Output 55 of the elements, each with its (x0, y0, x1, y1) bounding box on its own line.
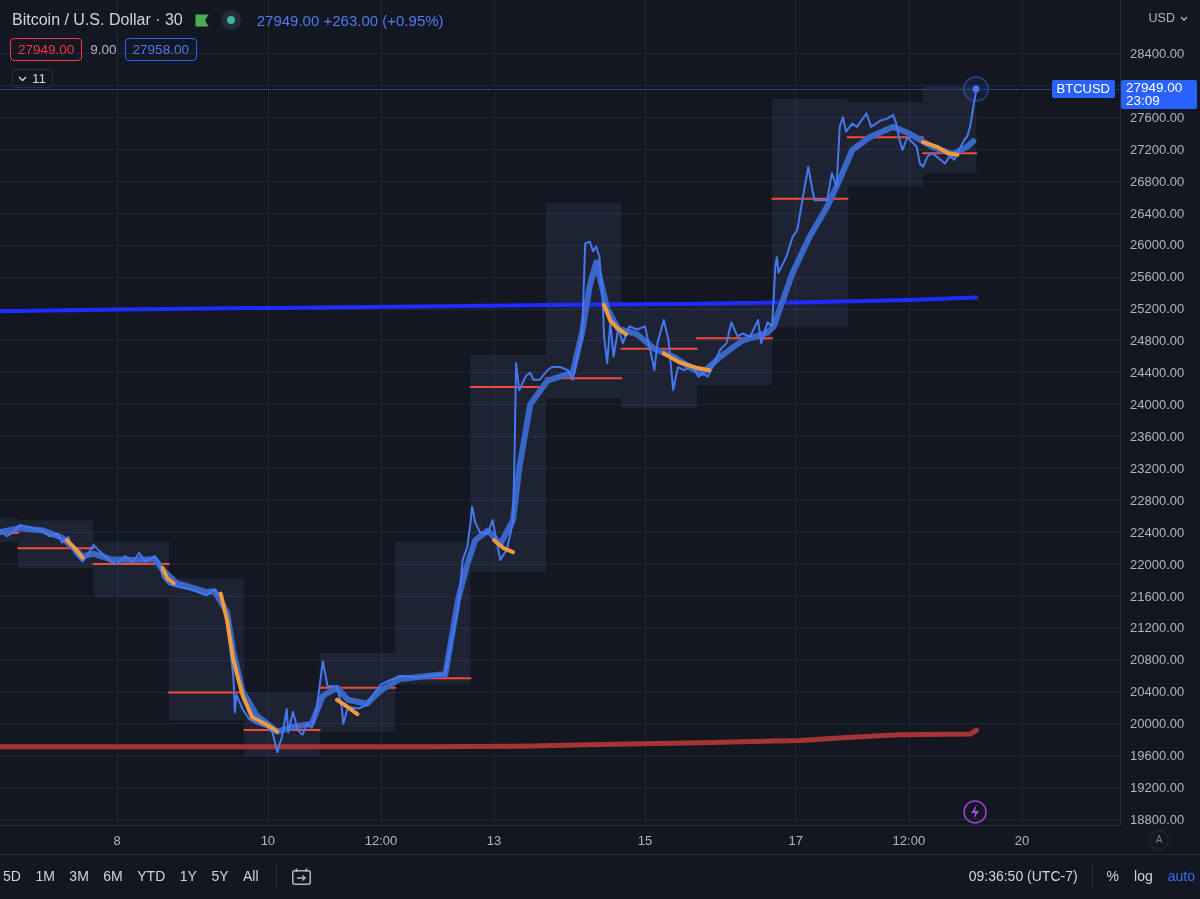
text: 1M (35, 868, 55, 884)
x-tick-label: 12:00 (364, 833, 398, 848)
y-tick-label: 20400.00 (1130, 684, 1185, 700)
y-tick-label: 25200.00 (1130, 301, 1185, 317)
y-tick-label: 27200.00 (1130, 141, 1185, 157)
y-tick-label: 19200.00 (1130, 780, 1185, 795)
text: 1Y (179, 868, 197, 884)
annotation: 9.00 (90, 41, 117, 57)
text: auto (1167, 868, 1195, 884)
x-tick-label: 13 (486, 833, 502, 848)
x-tick-label: 10 (260, 833, 276, 848)
y-tick-label: 23200.00 (1130, 460, 1185, 476)
annotation: 11 (32, 71, 47, 86)
text: 3M (69, 868, 89, 884)
text: 5D (3, 868, 21, 884)
y-tick-label: 21600.00 (1130, 588, 1185, 604)
y-tick-label: 26800.00 (1130, 173, 1185, 189)
text: log (1134, 868, 1153, 884)
y-tick-label: 22800.00 (1130, 492, 1185, 508)
y-tick-label: 18800.00 (1130, 811, 1185, 827)
y-tick-label: 21200.00 (1130, 620, 1185, 636)
text: A (1149, 830, 1169, 850)
x-tick-label: 12:00 (892, 833, 926, 848)
y-tick-label: 23600.00 (1130, 428, 1185, 444)
text: 5Y (211, 868, 229, 884)
text: % (1106, 868, 1120, 884)
text: 27949.00 +263.00 (+0.95%) (256, 11, 444, 29)
y-tick-label: 28400.00 (1130, 45, 1185, 61)
y-tick-label: 19600.00 (1130, 748, 1185, 764)
y-tick-label: 26400.00 (1130, 205, 1185, 221)
y-tick-label: 24800.00 (1130, 333, 1185, 349)
y-tick-label: 27600.00 (1130, 109, 1185, 125)
text: 27949.00 (1126, 79, 1183, 95)
y-tick-label: 20000.00 (1130, 716, 1185, 732)
y-tick-label: 22000.00 (1130, 556, 1185, 572)
annotation: 27958.00 (124, 37, 197, 61)
annotation: 27949.00 (10, 37, 83, 61)
y-tick-label: 22400.00 (1130, 524, 1185, 540)
y-tick-label: 24400.00 (1130, 365, 1185, 381)
text: USD (1148, 11, 1175, 25)
text: 09:36:50 (UTC-7) (968, 868, 1078, 884)
text: 23:09 (1126, 93, 1161, 109)
x-tick-label: 17 (788, 833, 803, 848)
text: 6M (103, 868, 123, 884)
x-tick-label: 15 (637, 833, 653, 848)
text: YTD (137, 868, 166, 884)
y-tick-label: 20800.00 (1130, 652, 1185, 668)
x-tick-label: 8 (113, 833, 121, 848)
x-tick-label: 20 (1014, 833, 1030, 848)
ref-line-label: BTCUSD (1051, 80, 1115, 99)
text: Bitcoin / U.S. Dollar · 30 (12, 11, 183, 29)
text: All (243, 868, 259, 884)
y-tick-label: 25600.00 (1130, 269, 1185, 285)
y-tick-label: 26000.00 (1130, 237, 1185, 253)
y-tick-label: 24000.00 (1130, 397, 1185, 413)
